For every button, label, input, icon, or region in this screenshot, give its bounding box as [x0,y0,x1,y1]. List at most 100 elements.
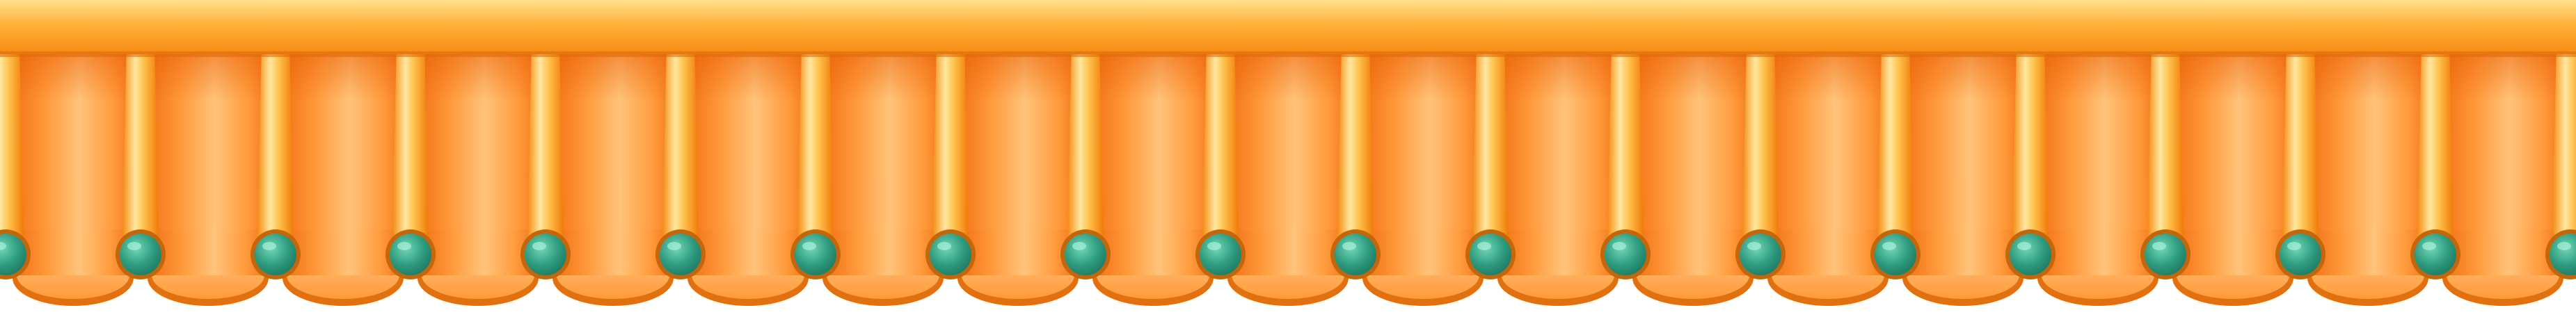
awning-knob [0,234,26,275]
awning-panel-lower [550,229,676,275]
awning-pole [392,42,429,243]
awning-knob [2145,234,2186,275]
awning-knob-highlight [1342,242,1356,250]
awning-knob-highlight [2017,242,2031,250]
awning-knob-highlight [1207,242,1221,250]
awning-knob-highlight [2557,242,2571,250]
awning-pole [2552,42,2576,243]
awning-knob [120,234,161,275]
awning-knob-highlight [2422,242,2436,250]
awning-knob-highlight [1477,242,1491,250]
awning-knob-highlight [532,242,546,250]
awning-panel-lower [1630,229,1756,275]
awning-panel-lower [1765,229,1891,275]
awning-pole [1067,42,1104,243]
awning-pole [932,42,969,243]
awning-knob [2280,234,2321,275]
awning-panel-shade [816,49,951,257]
awning-panel-shade [1355,49,1490,257]
awning-pole [1877,42,1914,243]
awning-knob-highlight [262,242,276,250]
awning-knob-highlight [397,242,411,250]
awning-knob-highlight [937,242,951,250]
awning-knob-highlight [802,242,816,250]
awning-knob-highlight [127,242,141,250]
awning-knob [1065,234,1106,275]
awning-panel-lower [955,229,1081,275]
awning-panel-lower [1360,229,1486,275]
awning-panel-shade [546,49,681,257]
awning-knob [660,234,701,275]
awning-pole [257,42,294,243]
awning-panel-shade [1086,49,1221,257]
awning-knob-highlight [1072,242,1086,250]
awning-knob [2010,234,2051,275]
awning-panel-lower [1090,229,1216,275]
awning-knob [525,234,566,275]
awning-knob [1335,234,1376,275]
awning-knob-highlight [2287,242,2301,250]
awning-panel-lower [145,229,271,275]
awning-knob-highlight [1747,242,1761,250]
awning-panel-shade [276,49,411,257]
awning-panel-lower [2035,229,2161,275]
awning-panel-shade [6,49,141,257]
awning-pole [1472,42,1509,243]
awning-panel-shade [1895,49,2030,257]
awning-panel-lower [2305,229,2431,275]
awning-knob [1470,234,1511,275]
awning-pole [1742,42,1779,243]
awning-knob [1200,234,1241,275]
awning-pole [2417,42,2454,243]
awning-panel-shade [141,49,276,257]
awning-top-rail [0,0,2576,54]
awning-panel-shade [1625,49,1760,257]
awning-pole [1607,42,1644,243]
awning-pole [0,42,24,243]
awning-pole [1337,42,1374,243]
awning-knob-highlight [667,242,681,250]
awning-pole [662,42,699,243]
awning-panel-shade [2165,49,2300,257]
awning-panel-lower [1225,229,1351,275]
awning-pole [527,42,564,243]
awning-knob-highlight [0,242,6,250]
awning-knob [1605,234,1646,275]
awning-panel-shade [1490,49,1625,257]
awning-top-rail-shadow [0,51,2576,57]
awning-knob-highlight [2152,242,2166,250]
awning-knob [795,234,836,275]
awning-panel-lower [10,229,136,275]
awning-knob-highlight [1882,242,1896,250]
awning-panel-shade [2435,49,2570,257]
awning-panel-shade [1760,49,1895,257]
awning-knob [1740,234,1781,275]
awning-knob-highlight [1612,242,1626,250]
awning-panel-lower [415,229,541,275]
awning-knob [390,234,431,275]
awning-panel-shade [411,49,546,257]
awning-panel-shade [1221,49,1355,257]
awning-panel-shade [681,49,816,257]
awning-panel-shade [2030,49,2165,257]
awning-panel-lower [820,229,946,275]
awning-panel-lower [1900,229,2026,275]
awning-panels [6,49,2570,306]
awning-panel-shade [951,49,1086,257]
awning-pole [2147,42,2184,243]
awning-knob [255,234,296,275]
awning-panel-lower [280,229,406,275]
awning-pole [2282,42,2319,243]
awning-panel-lower [685,229,811,275]
awning-knob [1875,234,1916,275]
awning-panel-lower [1495,229,1621,275]
awning-pole [122,42,159,243]
awning-panel-shade [2300,49,2435,257]
awning-panel-lower [2170,229,2296,275]
awning-pole [2012,42,2049,243]
awning-knob [2415,234,2456,275]
awning-pole [1202,42,1239,243]
awning-knob [930,234,971,275]
awning-pole [797,42,834,243]
